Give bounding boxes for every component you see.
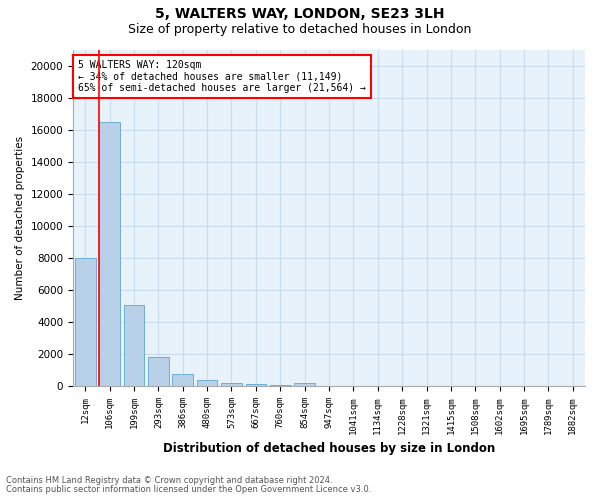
Bar: [75, 258, 95, 386]
Bar: [221, 383, 242, 386]
Bar: [245, 384, 266, 386]
Text: 5 WALTERS WAY: 120sqm
← 34% of detached houses are smaller (11,149)
65% of semi-: 5 WALTERS WAY: 120sqm ← 34% of detached …: [78, 60, 366, 94]
Bar: [99, 122, 120, 386]
Text: Size of property relative to detached houses in London: Size of property relative to detached ho…: [128, 22, 472, 36]
Bar: [197, 380, 217, 386]
Text: 5, WALTERS WAY, LONDON, SE23 3LH: 5, WALTERS WAY, LONDON, SE23 3LH: [155, 8, 445, 22]
Y-axis label: Number of detached properties: Number of detached properties: [15, 136, 25, 300]
Bar: [294, 384, 315, 386]
Bar: [124, 304, 145, 386]
Bar: [148, 356, 169, 386]
Bar: [270, 385, 290, 386]
X-axis label: Distribution of detached houses by size in London: Distribution of detached houses by size …: [163, 442, 495, 455]
Text: Contains public sector information licensed under the Open Government Licence v3: Contains public sector information licen…: [6, 485, 371, 494]
Bar: [172, 374, 193, 386]
Text: Contains HM Land Registry data © Crown copyright and database right 2024.: Contains HM Land Registry data © Crown c…: [6, 476, 332, 485]
